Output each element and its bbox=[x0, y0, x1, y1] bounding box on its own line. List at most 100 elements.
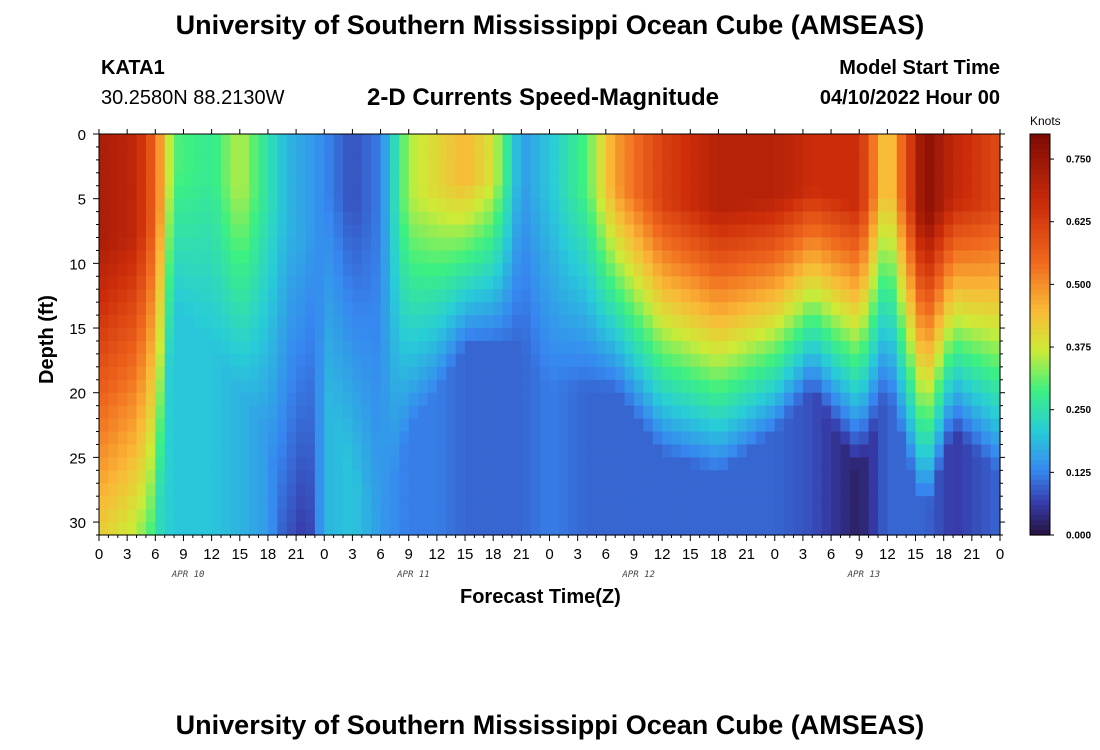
heatmap-cell bbox=[380, 237, 391, 252]
heatmap-cell bbox=[793, 146, 804, 161]
heatmap-cell bbox=[615, 444, 626, 458]
heatmap-cell bbox=[652, 353, 663, 368]
heatmap-cell bbox=[906, 418, 917, 433]
colorbar-tick-label: 0.250 bbox=[1066, 405, 1091, 416]
heatmap-cell bbox=[953, 146, 964, 161]
heatmap-cell bbox=[934, 470, 945, 484]
heatmap-cell bbox=[465, 379, 476, 394]
heatmap-cell bbox=[652, 276, 663, 290]
heatmap-cell bbox=[136, 250, 147, 264]
heatmap-cell bbox=[418, 418, 429, 433]
heatmap-cell bbox=[136, 353, 147, 368]
heatmap-cell bbox=[896, 392, 907, 407]
heatmap-cell bbox=[202, 211, 213, 226]
heatmap-cell bbox=[511, 392, 522, 407]
heatmap-cell bbox=[746, 379, 757, 394]
heatmap-cell bbox=[605, 522, 616, 536]
heatmap-cell bbox=[624, 315, 635, 329]
heatmap-cell bbox=[127, 418, 138, 433]
colorbar-swatch bbox=[1030, 354, 1050, 361]
heatmap-cell bbox=[258, 379, 269, 394]
heatmap-cell bbox=[239, 185, 250, 200]
heatmap-cell bbox=[774, 224, 785, 239]
heatmap-cell bbox=[831, 418, 842, 433]
heatmap-cell bbox=[774, 431, 785, 446]
heatmap-cell bbox=[784, 340, 795, 355]
heatmap-cell bbox=[671, 134, 682, 148]
heatmap-cell bbox=[577, 418, 588, 433]
heatmap-cell bbox=[812, 483, 823, 497]
heatmap-cell bbox=[427, 431, 438, 446]
heatmap-cell bbox=[483, 496, 494, 510]
heatmap-cell bbox=[436, 276, 447, 290]
heatmap-cell bbox=[127, 211, 138, 226]
heatmap-cell bbox=[314, 172, 325, 187]
heatmap-cell bbox=[718, 392, 729, 407]
heatmap-cell bbox=[746, 496, 757, 510]
heatmap-cell bbox=[108, 392, 119, 407]
heatmap-cell bbox=[643, 159, 654, 174]
heatmap-cell bbox=[99, 172, 109, 187]
heatmap-cell bbox=[906, 483, 917, 497]
heatmap-cell bbox=[558, 237, 569, 252]
heatmap-cell bbox=[436, 353, 447, 368]
heatmap-cell bbox=[859, 496, 870, 510]
colorbar-swatch bbox=[1030, 524, 1050, 531]
heatmap-cell bbox=[174, 328, 185, 342]
heatmap-cell bbox=[821, 470, 832, 484]
heatmap-cell bbox=[859, 431, 870, 446]
heatmap-cell bbox=[737, 457, 748, 471]
heatmap-cell bbox=[493, 509, 504, 523]
heatmap-cell bbox=[221, 470, 231, 484]
heatmap-cell bbox=[887, 509, 898, 523]
heatmap-cell bbox=[746, 302, 757, 316]
heatmap-cell bbox=[615, 496, 626, 510]
heatmap-cell bbox=[981, 444, 992, 458]
heatmap-cell bbox=[962, 509, 973, 523]
heatmap-cell bbox=[455, 172, 466, 187]
heatmap-cell bbox=[971, 457, 982, 471]
heatmap-cell bbox=[596, 250, 607, 264]
heatmap-cell bbox=[699, 172, 710, 187]
heatmap-cell bbox=[671, 276, 682, 290]
heatmap-cell bbox=[934, 211, 945, 226]
heatmap-cell bbox=[324, 224, 335, 239]
heatmap-cell bbox=[953, 198, 964, 213]
heatmap-cell bbox=[446, 146, 457, 161]
heatmap-cell bbox=[192, 392, 203, 407]
heatmap-cell bbox=[352, 159, 363, 174]
heatmap-cell bbox=[962, 302, 973, 316]
heatmap-cell bbox=[399, 405, 410, 420]
heatmap-cell bbox=[230, 366, 241, 381]
heatmap-cell bbox=[849, 457, 860, 471]
heatmap-cell bbox=[230, 289, 241, 303]
heatmap-cell bbox=[164, 172, 175, 187]
heatmap-cell bbox=[962, 522, 973, 536]
heatmap-cell bbox=[971, 224, 982, 239]
heatmap-cell bbox=[549, 457, 560, 471]
heatmap-cell bbox=[418, 496, 429, 510]
heatmap-cell bbox=[164, 522, 175, 536]
heatmap-cell bbox=[221, 496, 231, 510]
heatmap-cell bbox=[324, 379, 335, 394]
heatmap-cell bbox=[737, 379, 748, 394]
heatmap-cell bbox=[202, 315, 213, 329]
heatmap-cell bbox=[596, 405, 607, 420]
colorbar-swatch bbox=[1030, 424, 1050, 431]
heatmap-cell bbox=[333, 198, 344, 213]
colorbar-tick-label: 0.125 bbox=[1066, 468, 1091, 479]
heatmap-cell bbox=[549, 392, 560, 407]
heatmap-cell bbox=[99, 237, 109, 252]
heatmap-cell bbox=[408, 405, 419, 420]
heatmap-cell bbox=[962, 379, 973, 394]
heatmap-cell bbox=[155, 172, 166, 187]
heatmap-cell bbox=[831, 198, 842, 213]
heatmap-cell bbox=[990, 405, 1001, 420]
heatmap-cell bbox=[380, 302, 391, 316]
heatmap-cell bbox=[718, 366, 729, 381]
heatmap-cell bbox=[127, 172, 138, 187]
heatmap-cell bbox=[418, 470, 429, 484]
heatmap-cell bbox=[436, 146, 447, 161]
heatmap-cell bbox=[962, 172, 973, 187]
heatmap-cell bbox=[699, 353, 710, 368]
